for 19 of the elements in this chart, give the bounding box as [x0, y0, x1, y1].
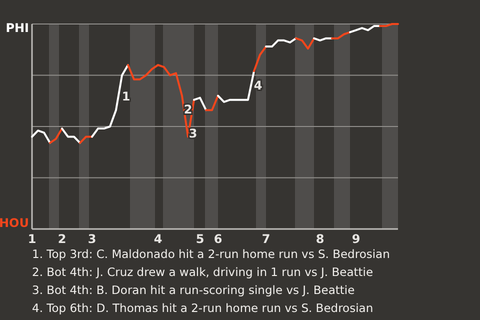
x-tick-label: 2 [58, 232, 66, 246]
annotation: 4 [254, 78, 262, 92]
x-tick-label: 5 [196, 232, 204, 246]
text: HOU [0, 216, 29, 230]
x-tick-label: 8 [316, 232, 324, 246]
text: PHI [6, 21, 29, 35]
text: 3. Bot 4th: B. Doran hit a run-scoring single vs J. Beattie [32, 283, 355, 297]
x-tick-label: 9 [352, 232, 360, 246]
annotation: 2 [184, 102, 192, 116]
text: 4. Top 6th: D. Thomas hit a 2-run home run vs S. Bedrosian [32, 301, 374, 315]
x-tick-label: 3 [88, 232, 96, 246]
annotation: 1 [122, 89, 130, 104]
text: 1. Top 3rd: C. Maldonado hit a 2-run home run vs S. Bedrosian [32, 247, 390, 261]
x-tick-label: 7 [262, 232, 270, 246]
x-tick-label: 6 [214, 232, 222, 246]
annotation: 3 [188, 126, 198, 140]
x-tick-label: 1 [28, 232, 36, 246]
text: 2. Bot 4th: J. Cruz drew a walk, driving in 1 run vs J. Beattie [32, 265, 374, 279]
x-tick-label: 4 [154, 232, 162, 246]
